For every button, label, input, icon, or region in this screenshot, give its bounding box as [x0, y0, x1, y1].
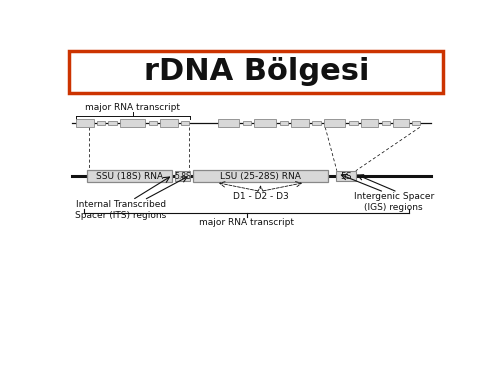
- Text: major RNA transcript: major RNA transcript: [86, 103, 180, 112]
- Text: LSU (25-28S) RNA: LSU (25-28S) RNA: [220, 172, 301, 181]
- Text: 5S: 5S: [340, 172, 351, 181]
- FancyBboxPatch shape: [96, 121, 105, 125]
- FancyBboxPatch shape: [120, 118, 145, 127]
- Text: Intergenic Spacer
(IGS) regions: Intergenic Spacer (IGS) regions: [354, 192, 434, 212]
- FancyBboxPatch shape: [242, 121, 251, 125]
- Text: SSU (18S) RNA: SSU (18S) RNA: [96, 172, 162, 181]
- FancyBboxPatch shape: [361, 118, 378, 127]
- FancyBboxPatch shape: [312, 121, 321, 125]
- FancyBboxPatch shape: [291, 118, 308, 127]
- FancyBboxPatch shape: [108, 121, 117, 125]
- FancyBboxPatch shape: [86, 170, 172, 183]
- FancyBboxPatch shape: [336, 171, 356, 182]
- FancyBboxPatch shape: [148, 121, 157, 125]
- Text: major RNA transcript: major RNA transcript: [199, 218, 294, 227]
- FancyBboxPatch shape: [76, 118, 94, 127]
- FancyBboxPatch shape: [349, 121, 358, 125]
- Text: D1 - D2 - D3: D1 - D2 - D3: [232, 192, 288, 201]
- Text: 5.8S: 5.8S: [174, 172, 190, 181]
- Text: rDNA Bölgesi: rDNA Bölgesi: [144, 57, 369, 86]
- FancyBboxPatch shape: [324, 118, 345, 127]
- FancyBboxPatch shape: [412, 121, 420, 125]
- FancyBboxPatch shape: [70, 51, 443, 93]
- FancyBboxPatch shape: [175, 171, 190, 182]
- FancyBboxPatch shape: [392, 118, 409, 127]
- FancyBboxPatch shape: [160, 118, 178, 127]
- FancyBboxPatch shape: [218, 118, 239, 127]
- FancyBboxPatch shape: [180, 121, 189, 125]
- FancyBboxPatch shape: [280, 121, 288, 125]
- FancyBboxPatch shape: [254, 118, 276, 127]
- FancyBboxPatch shape: [382, 121, 390, 125]
- Text: Internal Transcribed
Spacer (ITS) regions: Internal Transcribed Spacer (ITS) region…: [75, 200, 166, 220]
- FancyBboxPatch shape: [192, 170, 328, 183]
